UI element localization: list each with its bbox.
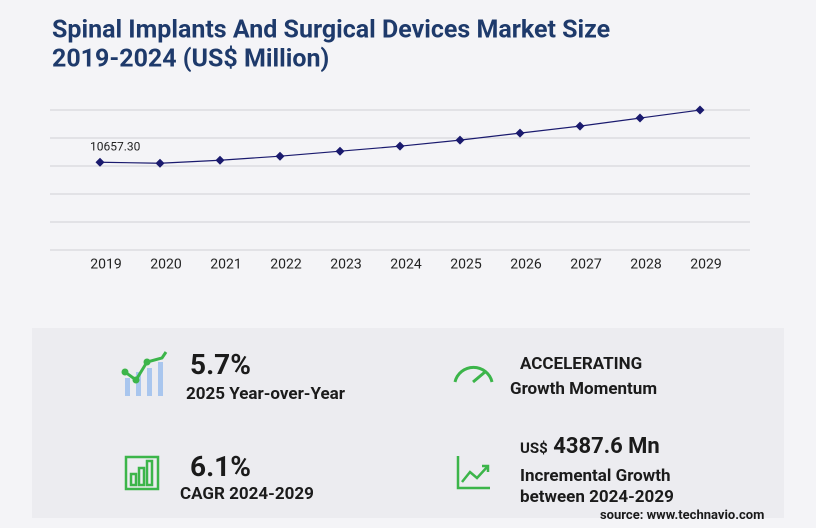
stat-label: CAGR 2024-2029 <box>180 484 314 504</box>
x-tick-label: 2023 <box>330 257 361 273</box>
chart-subtitle: 2019-2024 (US$ Million) <box>52 45 329 74</box>
icon-cagr <box>124 455 160 491</box>
stat-label: Growth Momentum <box>510 379 658 399</box>
marker <box>275 151 285 161</box>
marker <box>335 146 345 156</box>
x-tick-label: 2020 <box>150 257 182 273</box>
x-tick-label: 2024 <box>390 257 422 273</box>
marker <box>215 155 225 165</box>
stat-prefix: US$ <box>520 439 548 457</box>
x-tick-label: 2025 <box>450 257 482 273</box>
x-tick-label: 2029 <box>690 257 721 273</box>
stat-label: 2025 Year-over-Year <box>186 384 345 404</box>
x-tick-label: 2019 <box>90 257 121 273</box>
source: source: www.technavio.com <box>600 508 765 523</box>
x-tick-label: 2028 <box>630 257 662 273</box>
icon-growth <box>456 456 490 490</box>
value-label: 10657.30 <box>90 139 141 153</box>
marker <box>515 128 525 138</box>
marker <box>695 105 705 115</box>
marker <box>95 157 105 167</box>
chart-title: Spinal Implants And Surgical Devices Mar… <box>52 16 610 45</box>
stat-value: 6.1% <box>190 450 251 483</box>
stat-value: ACCELERATING <box>520 354 643 374</box>
icon-gauge <box>453 365 494 384</box>
stat-value: 5.7% <box>190 348 251 381</box>
marker <box>455 135 465 145</box>
marker <box>155 158 165 168</box>
x-tick-label: 2026 <box>510 257 542 273</box>
marker <box>395 141 405 151</box>
marker <box>635 113 645 123</box>
x-tick-label: 2027 <box>570 257 602 273</box>
stat-value: 4387.6 Mn <box>553 434 660 459</box>
marker <box>575 121 585 131</box>
x-tick-label: 2021 <box>210 257 241 273</box>
chart: Spinal Implants And Surgical Devices Mar… <box>50 16 750 273</box>
x-tick-label: 2022 <box>270 257 302 273</box>
stat-label: Incremental Growth between 2024-2029 <box>520 466 674 507</box>
icon-yoy <box>121 351 168 396</box>
